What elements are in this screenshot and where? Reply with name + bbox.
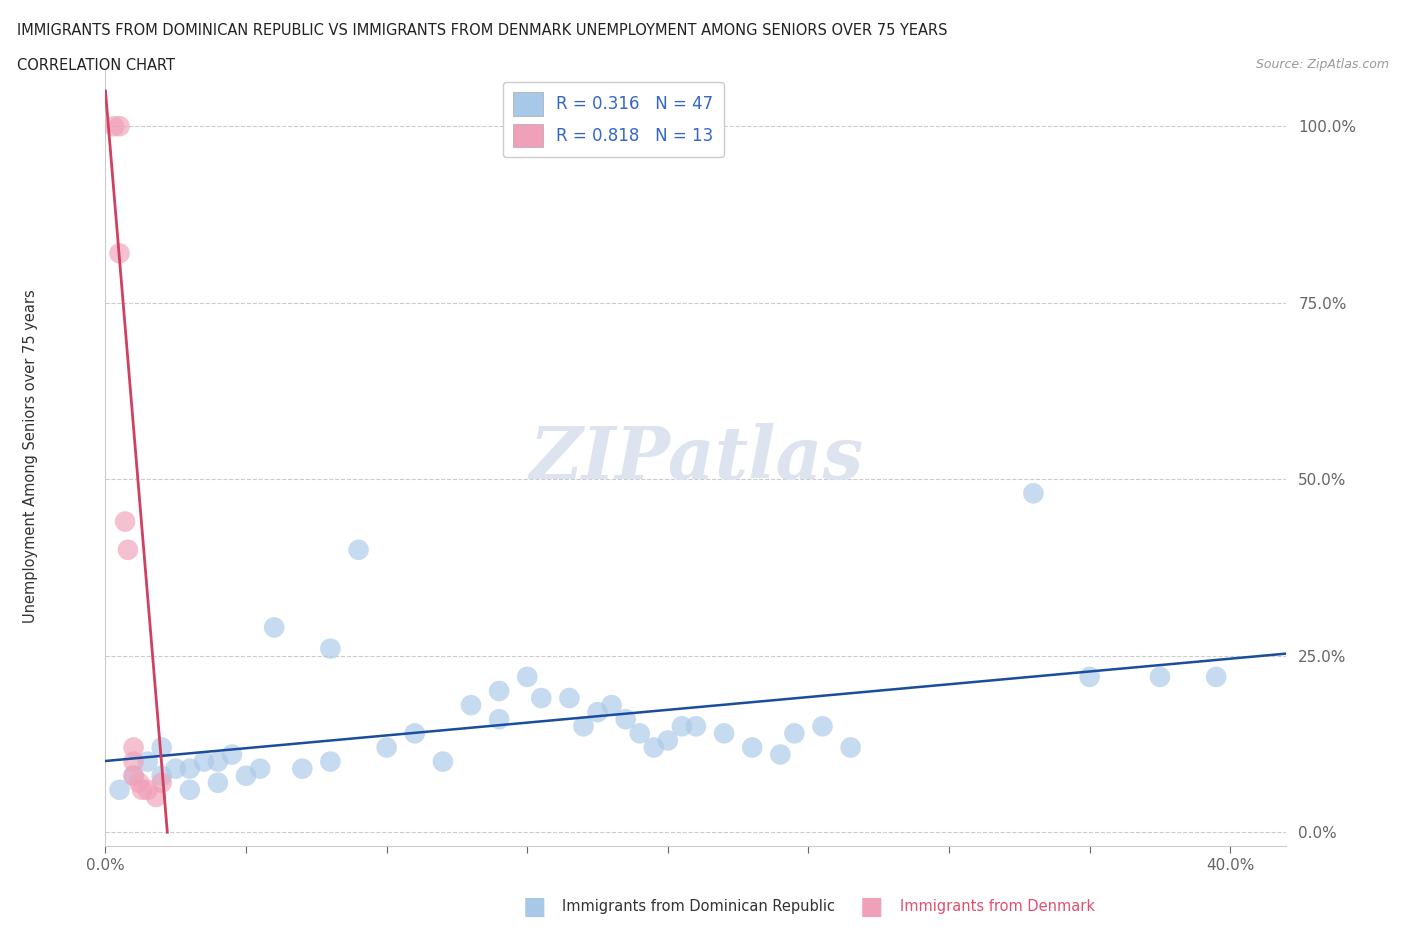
Text: IMMIGRANTS FROM DOMINICAN REPUBLIC VS IMMIGRANTS FROM DENMARK UNEMPLOYMENT AMONG: IMMIGRANTS FROM DOMINICAN REPUBLIC VS IM… [17,23,948,38]
Point [432,754,454,769]
Point [108,246,131,260]
Point [558,691,581,706]
Point [249,761,271,776]
Point [207,776,229,790]
Point [122,754,145,769]
Point [150,768,173,783]
Point [319,641,342,656]
Point [108,782,131,797]
Point [128,776,150,790]
Point [122,768,145,783]
Point [671,719,693,734]
Text: Immigrants from Dominican Republic: Immigrants from Dominican Republic [562,899,835,914]
Point [769,747,792,762]
Text: CORRELATION CHART: CORRELATION CHART [17,58,174,73]
Point [460,698,482,712]
Point [375,740,398,755]
Point [235,768,257,783]
Point [291,761,314,776]
Point [811,719,834,734]
Point [117,542,139,557]
Point [614,711,637,726]
Point [713,726,735,741]
Point [193,754,215,769]
Point [643,740,665,755]
Point [741,740,763,755]
Point [628,726,651,741]
Point [122,740,145,755]
Point [319,754,342,769]
Text: ■: ■ [523,895,546,919]
Point [1149,670,1171,684]
Point [122,768,145,783]
Point [347,542,370,557]
Point [1022,485,1045,500]
Point [221,747,243,762]
Point [179,782,201,797]
Point [1205,670,1227,684]
Point [165,761,187,776]
Point [150,776,173,790]
Point [136,782,159,797]
Point [207,754,229,769]
Text: Source: ZipAtlas.com: Source: ZipAtlas.com [1256,58,1389,71]
Legend: R = 0.316   N = 47, R = 0.818   N = 13: R = 0.316 N = 47, R = 0.818 N = 13 [503,82,724,157]
Text: ■: ■ [860,895,883,919]
Point [783,726,806,741]
Point [179,761,201,776]
Point [685,719,707,734]
Text: Unemployment Among Seniors over 75 years: Unemployment Among Seniors over 75 years [24,289,38,622]
Point [839,740,862,755]
Point [404,726,426,741]
Point [150,740,173,755]
Point [530,691,553,706]
Point [136,754,159,769]
Point [103,119,125,134]
Text: Immigrants from Denmark: Immigrants from Denmark [900,899,1095,914]
Point [114,514,136,529]
Point [263,620,285,635]
Point [600,698,623,712]
Point [572,719,595,734]
Point [488,711,510,726]
Point [1078,670,1101,684]
Point [488,684,510,698]
Point [108,119,131,134]
Point [586,705,609,720]
Point [131,782,153,797]
Point [657,733,679,748]
Text: ZIPatlas: ZIPatlas [529,422,863,494]
Point [145,790,167,804]
Point [516,670,538,684]
